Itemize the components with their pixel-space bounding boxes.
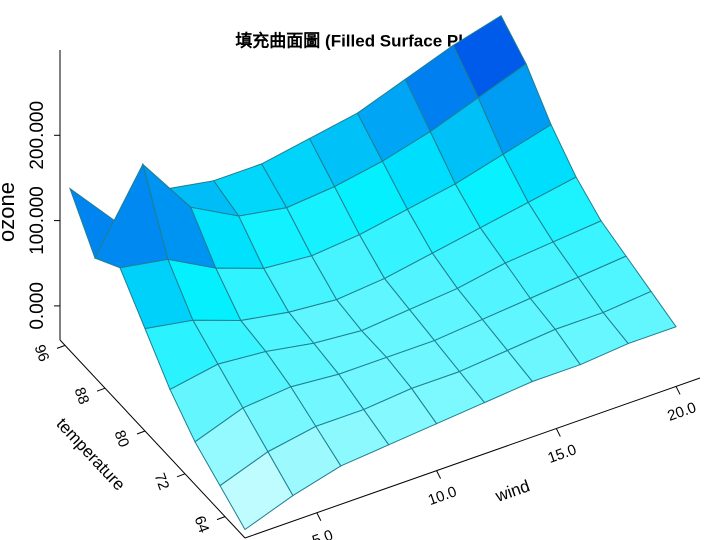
x-tick <box>675 386 681 395</box>
y-tick-label: 72 <box>151 471 173 492</box>
x-tick-label: 10.0 <box>426 483 459 509</box>
y-tick <box>56 344 66 349</box>
x-tick-label: 20.0 <box>665 399 698 425</box>
surface-patch <box>219 451 294 531</box>
x-tick-label: 5.0 <box>310 527 335 540</box>
x-axis <box>244 377 701 539</box>
y-tick <box>136 430 146 435</box>
y-axis <box>59 339 246 539</box>
x-tick-label: 15.0 <box>546 441 579 467</box>
y-tick-label: 80 <box>111 428 133 449</box>
x-tick <box>555 428 561 437</box>
y-tick <box>176 473 186 478</box>
y-tick-label: 88 <box>71 385 93 406</box>
y-tick <box>216 516 226 521</box>
z-axis-label: ozone <box>0 182 19 242</box>
y-tick <box>96 387 106 392</box>
z-tick-label: 100.000 <box>27 186 48 255</box>
z-tick-label: 0.000 <box>27 282 48 330</box>
z-tick-label: 200.000 <box>27 101 48 170</box>
x-tick <box>436 470 442 479</box>
y-tick-label: 64 <box>191 514 213 535</box>
y-tick-label: 96 <box>31 342 53 363</box>
x-axis-label: wind <box>492 476 532 506</box>
y-axis-label: temperature <box>53 414 129 494</box>
x-tick <box>316 512 322 521</box>
chart-title: 填充曲面圖 (Filled Surface Plot) <box>235 30 484 50</box>
